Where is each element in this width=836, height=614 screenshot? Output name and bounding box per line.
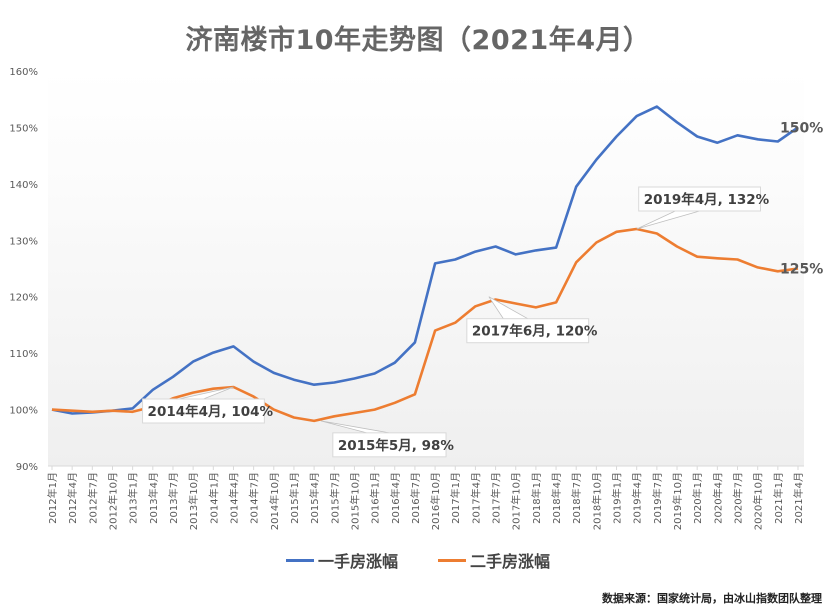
y-tick-label: 90% bbox=[16, 462, 38, 473]
x-tick-label: 2017年1月 bbox=[449, 472, 462, 524]
y-tick-label: 110% bbox=[9, 349, 38, 360]
y-tick-label: 140% bbox=[9, 180, 38, 191]
end-value-label: 150% bbox=[780, 120, 823, 136]
x-tick-label: 2012年4月 bbox=[66, 472, 79, 524]
x-tick-label: 2020年10月 bbox=[752, 472, 765, 530]
x-tick-label: 2020年4月 bbox=[711, 472, 724, 524]
x-tick-label: 2014年7月 bbox=[248, 472, 261, 524]
x-tick-label: 2014年4月 bbox=[227, 472, 240, 524]
legend: 一手房涨幅 二手房涨幅 bbox=[0, 548, 836, 572]
x-tick-label: 2014年10月 bbox=[268, 472, 281, 530]
x-tick-label: 2016年1月 bbox=[369, 472, 382, 524]
callout-box bbox=[466, 318, 590, 344]
legend-swatch bbox=[285, 558, 314, 562]
x-tick-label: 2017年7月 bbox=[490, 472, 503, 524]
y-tick-label: 160% bbox=[9, 67, 38, 78]
x-tick-label: 2016年7月 bbox=[409, 472, 422, 524]
x-tick-label: 2017年4月 bbox=[469, 472, 482, 524]
legend-swatch bbox=[438, 558, 466, 562]
x-tick-label: 2018年1月 bbox=[530, 472, 543, 524]
x-tick-label: 2013年10月 bbox=[187, 472, 200, 530]
legend-label: 二手房涨幅 bbox=[470, 552, 551, 571]
chart-title: 济南楼市10年走势图（2021年4月） bbox=[185, 25, 651, 56]
x-tick-label: 2021年4月 bbox=[792, 472, 805, 524]
x-tick-label: 2012年10月 bbox=[106, 472, 119, 530]
x-tick-label: 2017年10月 bbox=[510, 472, 523, 530]
x-tick-label: 2015年10月 bbox=[348, 472, 361, 530]
x-tick-label: 2014年1月 bbox=[207, 472, 220, 524]
x-tick-label: 2018年4月 bbox=[550, 472, 563, 524]
legend-label: 一手房涨幅 bbox=[317, 552, 398, 571]
x-tick-label: 2012年7月 bbox=[86, 472, 99, 524]
x-tick-label: 2021年1月 bbox=[772, 472, 785, 524]
x-tick-label: 2020年7月 bbox=[732, 472, 745, 524]
callout-label: 2014年4月, 104% bbox=[148, 403, 274, 420]
x-tick-label: 2012年1月 bbox=[46, 472, 59, 524]
y-tick-label: 120% bbox=[9, 293, 38, 304]
x-tick-label: 2019年4月 bbox=[631, 472, 644, 524]
x-tick-label: 2015年7月 bbox=[328, 472, 341, 524]
x-tick-label: 2016年4月 bbox=[389, 472, 402, 524]
y-tick-label: 100% bbox=[9, 406, 38, 417]
callout-label: 2015年5月, 98% bbox=[338, 437, 455, 454]
x-tick-label: 2019年10月 bbox=[671, 472, 684, 530]
y-tick-label: 130% bbox=[9, 236, 38, 247]
x-tick-label: 2015年4月 bbox=[308, 472, 321, 524]
callout-label: 2017年6月, 120% bbox=[472, 323, 598, 340]
x-tick-label: 2015年1月 bbox=[288, 472, 301, 524]
x-tick-label: 2013年4月 bbox=[147, 472, 160, 524]
legend-item-new-homes: 一手房涨幅 bbox=[285, 548, 398, 572]
legend-item-resale-homes: 二手房涨幅 bbox=[438, 548, 550, 572]
x-tick-label: 2019年1月 bbox=[611, 472, 624, 524]
x-tick-label: 2020年1月 bbox=[691, 472, 704, 524]
source-note: 数据来源：国家统计局，由冰山指数团队整理 bbox=[602, 592, 822, 605]
x-tick-label: 2013年7月 bbox=[167, 472, 180, 524]
x-tick-label: 2018年10月 bbox=[590, 472, 603, 530]
callout-box bbox=[142, 398, 265, 424]
x-tick-label: 2018年7月 bbox=[570, 472, 583, 524]
x-tick-label: 2019年7月 bbox=[651, 472, 664, 524]
series-line-new bbox=[51, 105, 799, 415]
callout-box bbox=[638, 186, 762, 212]
x-tick-label: 2013年1月 bbox=[127, 472, 140, 524]
x-tick-label: 2016年10月 bbox=[429, 472, 442, 530]
callout-box bbox=[332, 432, 447, 458]
series-line-resale bbox=[51, 227, 799, 423]
y-tick-label: 150% bbox=[9, 123, 38, 134]
end-value-label: 125% bbox=[780, 262, 823, 278]
callout-label: 2019年4月, 132% bbox=[644, 191, 770, 208]
